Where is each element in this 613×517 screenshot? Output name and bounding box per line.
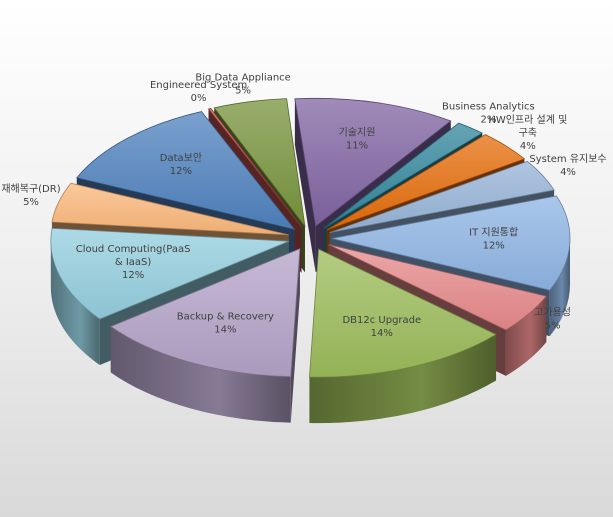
pie-slice-3 bbox=[329, 160, 555, 233]
slice-name-label: 고가용성 bbox=[534, 307, 571, 319]
slice-name-label: HW인프라 설계 및 bbox=[488, 114, 567, 126]
slice-percent-label: 12% bbox=[170, 166, 192, 177]
pie-slice-6 bbox=[309, 248, 497, 378]
slice-label: 고가용성 5% bbox=[534, 307, 571, 332]
slice-percent-label: 4% bbox=[560, 167, 576, 178]
slice-label: 기술지원 11% bbox=[339, 127, 376, 152]
pie-slice-10 bbox=[76, 111, 296, 231]
slice-name-label: Backup & Recovery bbox=[177, 312, 274, 323]
slice-side-wall bbox=[309, 334, 497, 424]
slice-cut-face bbox=[294, 98, 316, 273]
slice-percent-label: 14% bbox=[214, 325, 236, 336]
slice-label: Backup & Recovery 14% bbox=[177, 312, 274, 336]
slice-name-label: Data보안 bbox=[160, 152, 202, 164]
slice-percent-label: 5% bbox=[235, 85, 251, 96]
slice-tops bbox=[50, 97, 571, 378]
slice-name-label: IT 지원통합 bbox=[469, 226, 518, 238]
slice-label: Cloud Computing(PaaS & IaaS) 12% bbox=[76, 244, 191, 281]
pie-slice-9 bbox=[51, 182, 289, 236]
slice-percent-label: 2% bbox=[480, 114, 496, 125]
slice-name-label: & IaaS) bbox=[115, 257, 152, 268]
pie-slice-7 bbox=[109, 248, 301, 378]
pie-slice-0 bbox=[294, 97, 452, 228]
slice-percent-label: 5% bbox=[545, 321, 561, 332]
slice-label: System 유지보수 4% bbox=[529, 153, 606, 178]
slice-side-wall bbox=[110, 326, 291, 423]
slice-label: HW인프라 설계 및 구축 4% bbox=[488, 114, 567, 152]
slice-label: Engineered System 0% bbox=[150, 80, 247, 104]
slice-label: DB12c Upgrade 14% bbox=[342, 315, 421, 339]
slice-name-label: System 유지보수 bbox=[529, 153, 606, 165]
slice-name-label: 구축 bbox=[519, 127, 537, 139]
pie-slice-12 bbox=[213, 98, 306, 228]
slice-percent-label: 4% bbox=[520, 141, 536, 152]
slice-label: Big Data Appliance 5% bbox=[195, 72, 290, 96]
slice-side-wall bbox=[505, 296, 547, 376]
pie-slice-5 bbox=[328, 244, 547, 331]
slice-name-label: Engineered System bbox=[150, 80, 247, 91]
pie-slice-1 bbox=[323, 122, 484, 229]
slice-labels: 기술지원 11% Business Analytics 2%HW인프라 설계 및 구축 4… bbox=[1, 72, 606, 339]
slice-name-label: 재해복구(DR) bbox=[1, 182, 60, 195]
slice-label: 재해복구(DR) 5% bbox=[1, 182, 60, 208]
pie-slice-4 bbox=[331, 195, 571, 291]
slice-side-wall bbox=[549, 238, 570, 337]
slice-percent-label: 5% bbox=[23, 197, 39, 208]
slice-percent-label: 0% bbox=[191, 93, 207, 104]
slice-name-label: 기술지원 bbox=[339, 127, 376, 139]
slice-name-label: DB12c Upgrade bbox=[342, 315, 421, 326]
slice-percent-label: 14% bbox=[371, 328, 393, 339]
slice-label: Data보안 12% bbox=[160, 152, 202, 177]
slice-label: IT 지원통합 12% bbox=[469, 226, 518, 251]
slice-percent-label: 12% bbox=[122, 270, 144, 281]
slice-label: Business Analytics 2% bbox=[442, 101, 535, 125]
slice-name-label: Big Data Appliance bbox=[195, 72, 290, 83]
pie-slice-8 bbox=[50, 227, 289, 320]
slice-side-wall bbox=[50, 241, 100, 366]
slice-percent-label: 11% bbox=[346, 141, 368, 152]
pie-slice-2 bbox=[326, 134, 526, 231]
slice-name-label: Business Analytics bbox=[442, 101, 535, 112]
slice-name-label: Cloud Computing(PaaS bbox=[76, 244, 191, 255]
slice-percent-label: 12% bbox=[483, 240, 505, 251]
pie-slice-11 bbox=[207, 108, 302, 228]
